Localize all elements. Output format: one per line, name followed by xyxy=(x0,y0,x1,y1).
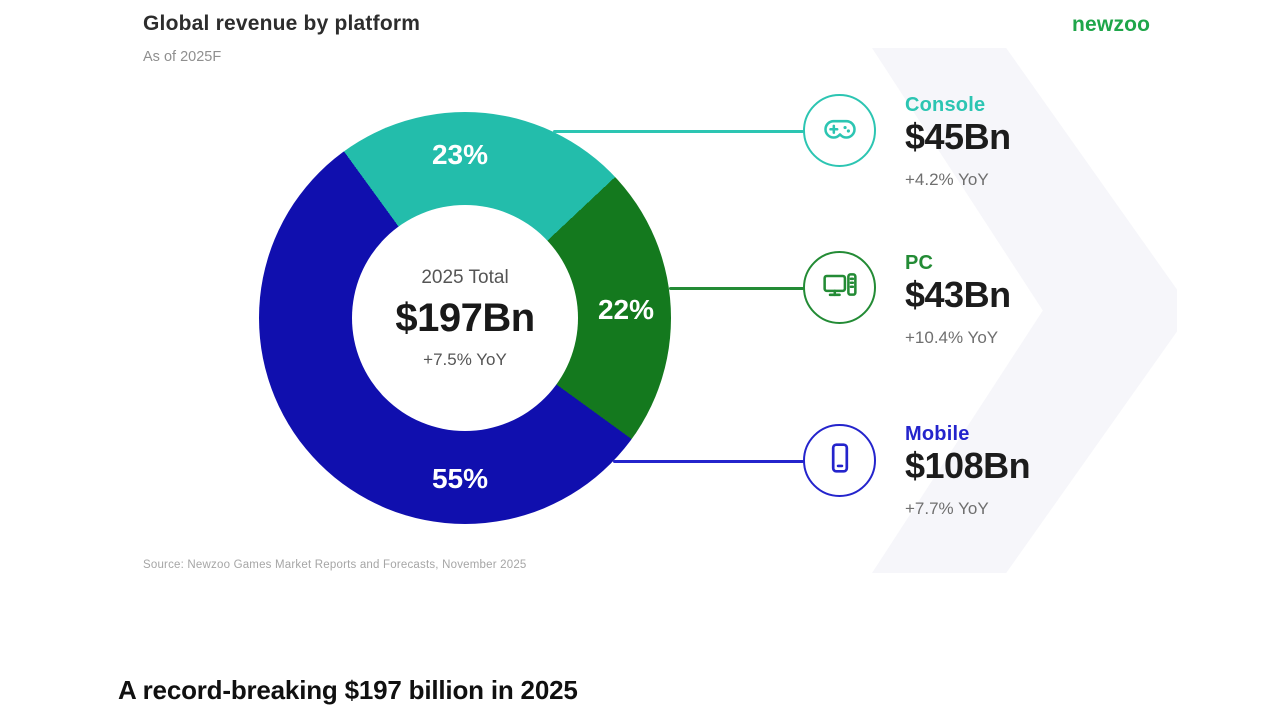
connector-line-pc xyxy=(669,287,804,290)
percent-label-console: 23% xyxy=(431,139,489,170)
legend-bubble-console xyxy=(803,94,876,167)
smartphone-icon xyxy=(821,439,859,482)
connector-line-mobile xyxy=(613,460,804,463)
footer-headline: A record-breaking $197 billion in 2025 xyxy=(118,675,578,705)
legend-yoy-mobile: +7.7% YoY xyxy=(905,499,989,518)
page-title: Global revenue by platform xyxy=(143,12,421,35)
newzoo-logo: newzoo xyxy=(1072,13,1151,36)
monitor-tower-icon xyxy=(821,266,859,309)
source-note: Source: Newzoo Games Market Reports and … xyxy=(143,559,527,571)
donut-chart: 2025 Total $197Bn +7.5% YoY xyxy=(259,112,671,524)
connector-line-console xyxy=(553,130,804,133)
legend-value-pc: $43Bn xyxy=(905,274,1011,315)
page-subtitle: As of 2025F xyxy=(143,49,222,65)
percent-label-pc: 22% xyxy=(597,294,655,325)
donut-center-yoy: +7.5% YoY xyxy=(423,349,507,369)
gamepad-icon xyxy=(821,109,859,152)
legend-yoy-console: +4.2% YoY xyxy=(905,170,989,189)
legend-name-pc: PC xyxy=(905,252,934,274)
percent-label-mobile: 55% xyxy=(431,463,489,494)
legend-name-console: Console xyxy=(905,94,986,116)
legend-bubble-mobile xyxy=(803,424,876,497)
legend-value-mobile: $108Bn xyxy=(905,445,1031,486)
legend-yoy-pc: +10.4% YoY xyxy=(905,328,999,347)
legend-bubble-pc xyxy=(803,251,876,324)
donut-center-label: 2025 Total xyxy=(421,266,509,288)
legend-value-console: $45Bn xyxy=(905,116,1011,157)
donut-center: 2025 Total $197Bn +7.5% YoY xyxy=(352,205,578,431)
legend-name-mobile: Mobile xyxy=(905,423,970,445)
donut-center-value: $197Bn xyxy=(395,295,535,340)
